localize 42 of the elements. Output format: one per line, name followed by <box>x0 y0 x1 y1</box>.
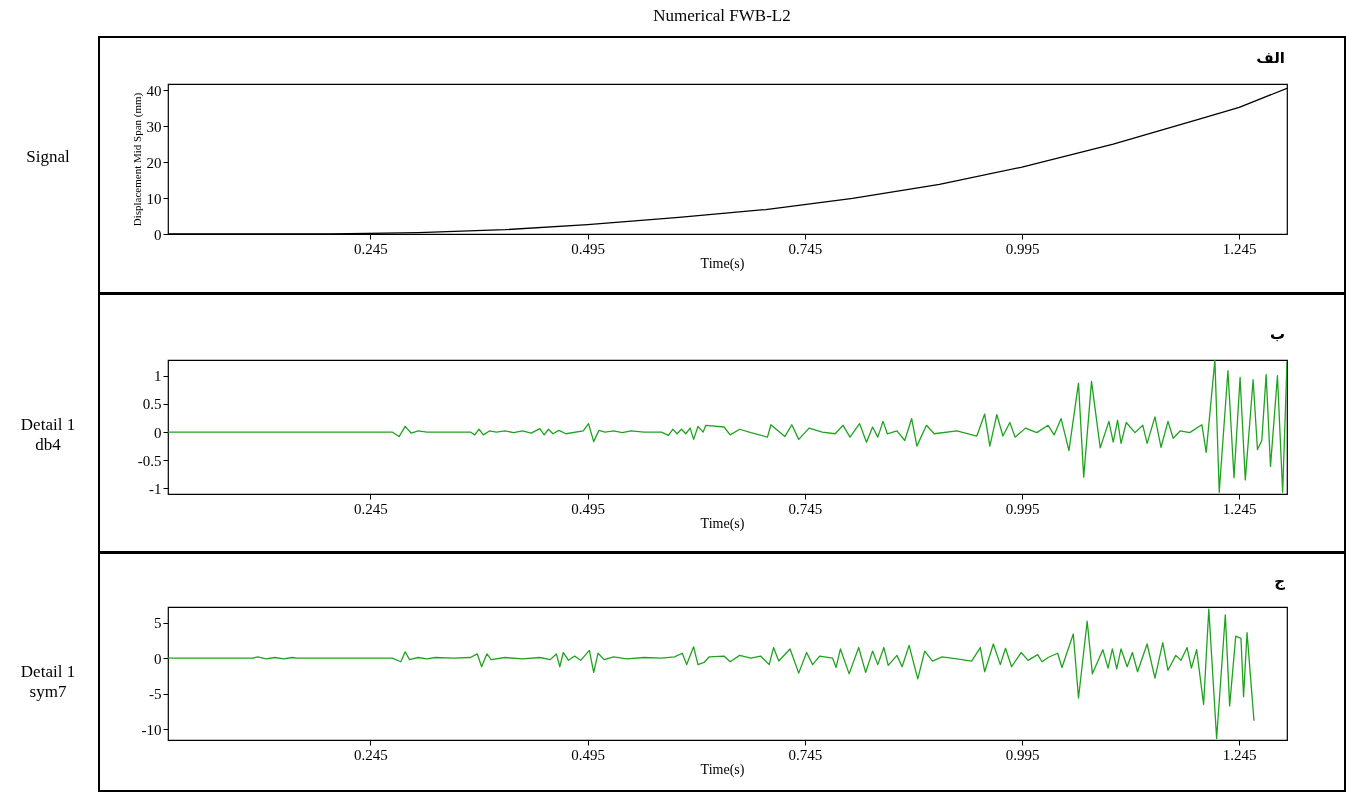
x-tick-label: 0.745 <box>788 240 823 257</box>
x-tick-label: 0.495 <box>571 500 605 517</box>
line-series <box>168 608 1255 740</box>
x-axis-title: Time(s) <box>700 255 745 272</box>
y-tick-label: 40 <box>146 82 162 99</box>
y-tick-label: -1 <box>149 480 162 497</box>
y-tick-label: -5 <box>149 686 162 703</box>
text: Detail 1 db4 <box>19 415 77 455</box>
y-tick-label: 20 <box>146 154 162 171</box>
x-tick-label: 0.245 <box>354 746 388 763</box>
line-series <box>168 360 1287 493</box>
x-tick-label: 0.995 <box>1005 500 1040 517</box>
text: Detail 1 sym7 <box>19 661 77 702</box>
x-axis-title: Time(s) <box>700 515 745 532</box>
x-tick-label: 1.245 <box>1222 746 1257 763</box>
y-tick-label: 1 <box>154 368 162 385</box>
y-tick-label: -0.5 <box>137 452 162 469</box>
x-tick-label: 0.995 <box>1005 746 1040 763</box>
y-tick-label: 5 <box>154 615 162 632</box>
x-tick-label: 0.245 <box>354 500 388 517</box>
y-axis-title: Displacement Mid Span (mm) <box>130 92 144 227</box>
text: ب <box>1269 325 1285 343</box>
y-tick-label: 10 <box>146 190 162 207</box>
x-tick-label: 1.245 <box>1222 240 1257 257</box>
text: Signal <box>25 147 71 167</box>
x-axis-title: Time(s) <box>700 761 745 778</box>
x-tick-label: 0.995 <box>1005 240 1040 257</box>
y-tick-label: 30 <box>146 118 162 135</box>
y-tick-label: 0 <box>154 650 162 667</box>
y-tick-label: 0 <box>154 226 162 243</box>
text: الف <box>1256 49 1285 67</box>
x-tick-label: 0.495 <box>571 746 605 763</box>
chart-title: Numerical FWB-L2 <box>652 6 792 26</box>
x-tick-label: 0.745 <box>788 500 823 517</box>
x-tick-label: 0.745 <box>788 746 823 763</box>
x-tick-label: 0.495 <box>571 240 605 257</box>
text: ج <box>1274 572 1286 590</box>
x-tick-label: 1.245 <box>1222 500 1257 517</box>
y-tick-label: 0.5 <box>142 396 162 413</box>
y-tick-label: 0 <box>154 424 162 441</box>
y-tick-label: -10 <box>141 721 162 738</box>
x-tick-label: 0.245 <box>354 240 388 257</box>
